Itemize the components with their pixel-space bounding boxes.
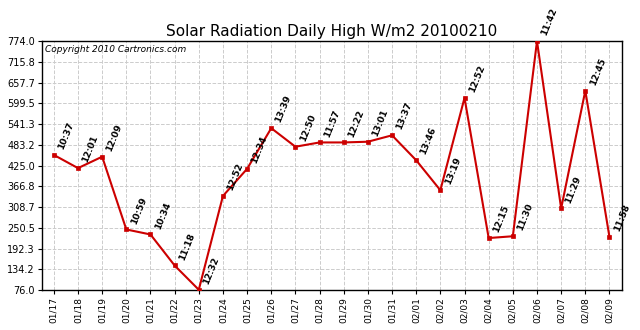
Text: 11:58: 11:58 — [612, 203, 631, 233]
Text: Copyright 2010 Cartronics.com: Copyright 2010 Cartronics.com — [45, 45, 186, 54]
Text: 10:37: 10:37 — [56, 121, 76, 151]
Text: 12:32: 12:32 — [202, 256, 221, 285]
Title: Solar Radiation Daily High W/m2 20100210: Solar Radiation Daily High W/m2 20100210 — [166, 23, 497, 39]
Text: 12:22: 12:22 — [346, 108, 365, 138]
Text: 12:01: 12:01 — [81, 134, 100, 164]
Text: 11:18: 11:18 — [177, 231, 196, 261]
Text: 12:52: 12:52 — [467, 64, 486, 94]
Text: 10:34: 10:34 — [153, 200, 172, 230]
Text: 10:59: 10:59 — [129, 195, 148, 225]
Text: 12:52: 12:52 — [226, 162, 244, 192]
Text: 13:37: 13:37 — [395, 101, 414, 131]
Text: 13:19: 13:19 — [443, 156, 462, 186]
Text: 11:30: 11:30 — [516, 202, 534, 232]
Text: 11:57: 11:57 — [323, 108, 342, 138]
Text: 11:29: 11:29 — [564, 174, 583, 204]
Text: 12:34: 12:34 — [250, 135, 269, 165]
Text: 12:09: 12:09 — [105, 123, 124, 152]
Text: 13:39: 13:39 — [274, 94, 293, 124]
Text: 11:42: 11:42 — [540, 7, 559, 37]
Text: 12:50: 12:50 — [298, 113, 317, 143]
Text: 12:15: 12:15 — [492, 204, 511, 234]
Text: 12:45: 12:45 — [588, 56, 607, 86]
Text: 13:01: 13:01 — [371, 108, 390, 138]
Text: 13:46: 13:46 — [419, 126, 438, 156]
